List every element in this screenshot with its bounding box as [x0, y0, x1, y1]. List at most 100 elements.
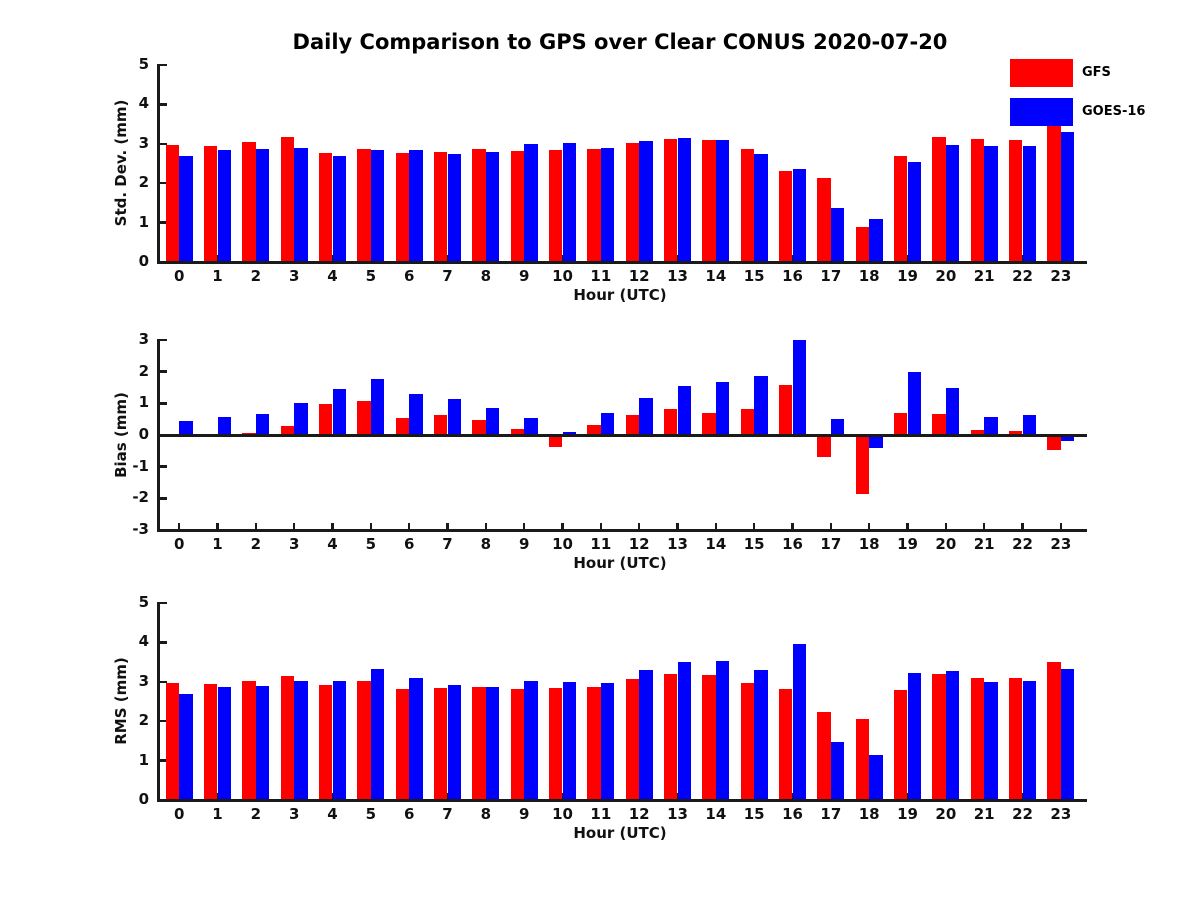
x-tick-label: 19: [897, 267, 918, 285]
x-tick-label: 12: [628, 535, 650, 553]
x-tick: [216, 523, 219, 530]
bar-goes-16: [524, 681, 538, 800]
bar-goes-16: [869, 219, 883, 262]
x-tick: [522, 523, 526, 530]
x-tick-label: 0: [173, 267, 185, 285]
bar-goes-16: [1060, 435, 1075, 442]
bar-gfs: [242, 681, 256, 800]
bar-gfs: [894, 690, 908, 800]
bar-gfs: [319, 684, 333, 800]
bar-goes-16: [294, 403, 308, 435]
bar-gfs: [779, 170, 793, 262]
bar-goes-16: [217, 150, 231, 262]
bar-goes-16: [715, 660, 730, 800]
y-tick: [160, 103, 167, 106]
y-tick-label: 3: [138, 330, 149, 348]
bar-goes-16: [1060, 669, 1075, 800]
bar-gfs: [165, 144, 180, 262]
y-tick: [160, 221, 167, 224]
y-tick: [160, 402, 167, 405]
bar-gfs: [1009, 430, 1023, 435]
bar-goes-16: [754, 376, 768, 435]
y-tick-label: -2: [132, 488, 149, 507]
x-tick-label: 23: [1050, 805, 1072, 823]
y-tick: [160, 759, 167, 762]
y-tick-label: 2: [138, 711, 149, 730]
x-tick-label: 14: [705, 267, 727, 285]
bar-goes-16: [370, 669, 385, 800]
bar-goes-16: [294, 148, 308, 262]
x-tick: [676, 523, 679, 530]
x-tick-label: 18: [858, 267, 880, 285]
bar-gfs: [970, 678, 985, 800]
bar-goes-16: [294, 680, 308, 800]
bar-gfs: [1047, 126, 1061, 262]
y-tick-label: -1: [132, 456, 149, 475]
bar-goes-16: [792, 340, 806, 435]
bar-gfs: [625, 142, 640, 262]
y-tick-label: 4: [138, 632, 149, 651]
bar-goes-16: [1022, 145, 1036, 262]
x-tick-label: 13: [667, 267, 688, 285]
x-tick: [637, 523, 641, 530]
bar-goes-16: [179, 693, 193, 800]
x-tick-label: 8: [480, 267, 492, 285]
bar-goes-16: [907, 672, 921, 800]
bar-gfs: [280, 136, 295, 262]
bar-goes-16: [1060, 132, 1075, 262]
bar-gfs: [395, 153, 410, 262]
bar-gfs: [970, 139, 985, 262]
x-tick-label: 14: [705, 805, 727, 823]
bar-gfs: [587, 148, 601, 262]
x-tick-label: 16: [782, 267, 803, 285]
x-tick-label: 1: [212, 267, 223, 285]
bar-goes-16: [677, 662, 691, 800]
x-tick-label: 1: [212, 805, 223, 823]
y-tick: [160, 63, 167, 67]
x-tick-label: 3: [288, 535, 300, 553]
x-tick: [1059, 523, 1063, 530]
bar-gfs: [587, 686, 601, 800]
bar-gfs: [204, 684, 218, 800]
bar-goes-16: [485, 408, 500, 435]
stddev-y-axis-label: Std. Dev. (mm): [112, 99, 130, 227]
x-tick-label: 17: [820, 535, 842, 553]
x-tick: [369, 523, 373, 530]
bar-gfs: [1047, 435, 1061, 450]
bar-goes-16: [639, 141, 653, 262]
bar-gfs: [472, 686, 486, 800]
x-tick: [906, 523, 909, 530]
bar-gfs: [510, 688, 525, 800]
bar-gfs: [357, 149, 371, 262]
bar-gfs: [472, 149, 486, 262]
bar-gfs: [434, 688, 448, 800]
bar-gfs: [357, 401, 371, 435]
bar-gfs: [817, 712, 831, 800]
bar-goes-16: [945, 388, 960, 435]
bar-goes-16: [869, 435, 883, 448]
bias-x-axis-label: Hour (UTC): [573, 554, 667, 572]
bar-goes-16: [677, 385, 691, 435]
y-tick: [160, 142, 167, 146]
x-tick-label: 21: [973, 805, 995, 823]
bar-goes-16: [409, 149, 423, 262]
bar-goes-16: [945, 670, 960, 800]
bar-gfs: [779, 688, 793, 800]
bar-gfs: [932, 673, 946, 800]
legend-label-goes16: GOES-16: [1082, 104, 1146, 119]
x-tick: [561, 523, 564, 530]
x-tick-label: 16: [782, 535, 803, 553]
bar-gfs: [587, 425, 601, 435]
x-tick: [829, 523, 833, 530]
x-tick: [484, 523, 488, 530]
bar-gfs: [510, 428, 525, 435]
x-tick-label: 8: [480, 535, 492, 553]
bar-gfs: [664, 673, 678, 800]
bar-goes-16: [447, 154, 461, 262]
x-tick-label: 5: [365, 535, 377, 553]
x-tick-label: 20: [935, 535, 957, 553]
bar-goes-16: [524, 143, 538, 262]
x-tick-label: 11: [590, 535, 612, 553]
bar-goes-16: [485, 686, 500, 800]
rms-plot-area: 0 1 2 3 4 5 0 1 2 3 4 5 6 7 8 9 10 11 12 13 14 15 16 17 18 19 20 21…: [139, 593, 1087, 823]
